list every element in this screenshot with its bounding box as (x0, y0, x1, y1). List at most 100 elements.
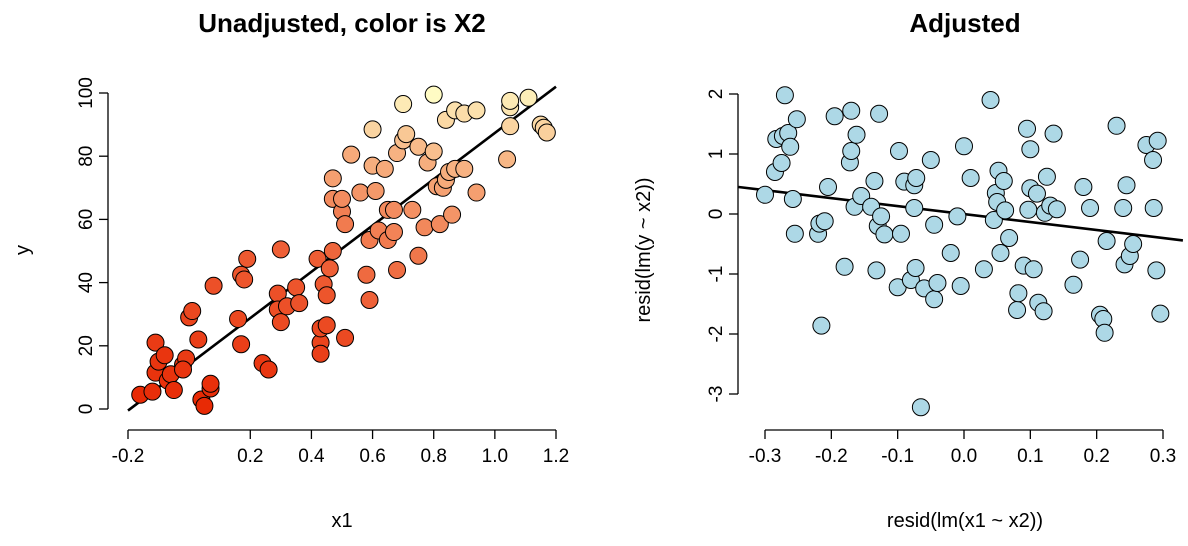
left-data-point (232, 335, 251, 354)
right-data-point (870, 104, 889, 123)
right-data-point (1081, 199, 1100, 217)
left-data-point (366, 181, 385, 200)
right-data-point (1019, 200, 1038, 219)
right-data-point (785, 224, 804, 243)
right-data-point (847, 125, 866, 144)
right-data-point (911, 398, 930, 417)
left-data-point (360, 290, 379, 309)
left-data-point (201, 374, 220, 393)
left-data-point (501, 91, 520, 110)
left-data-point (146, 333, 165, 352)
left-data-point (336, 328, 355, 347)
left-data-point (415, 218, 434, 237)
left-data-point (403, 200, 422, 219)
right-x-axis-label: resid(lm(x1 ~ x2)) (887, 510, 1043, 532)
right-data-point (756, 185, 774, 204)
right-y-tick-label: 2 (706, 89, 727, 100)
right-data-point (1144, 199, 1163, 217)
right-y-tick-label: -3 (706, 386, 727, 403)
right-data-point (1021, 140, 1040, 159)
right-x-tick-label: -0.2 (815, 446, 848, 467)
right-data-point (1008, 301, 1027, 319)
left-data-point (498, 150, 517, 169)
right-data-point (1114, 199, 1133, 217)
right-data-point (948, 207, 967, 226)
right-data-point (835, 257, 854, 276)
right-data-point (928, 274, 947, 292)
left-data-point (375, 159, 394, 178)
left-data-point (342, 145, 361, 164)
left-x-axis-label: x1 (331, 510, 352, 532)
left-y-tick-label: 100 (76, 77, 97, 109)
right-data-point (974, 260, 993, 279)
left-data-point (174, 360, 193, 379)
left-x-tick-label: 0.8 (421, 446, 447, 467)
left-y-tick-label: 80 (76, 146, 97, 167)
left-panel: Unadjusted, color is X2 x1 y -0.2 0.2 0.4 0… (12, 8, 569, 532)
right-data-point (1148, 131, 1167, 150)
right-data-point (825, 107, 844, 126)
right-data-point (787, 110, 806, 129)
left-y-axis-label: y (12, 245, 34, 255)
left-data-point (311, 344, 330, 363)
left-data-point (336, 215, 355, 234)
right-data-point (819, 178, 838, 196)
left-data-point (384, 223, 403, 242)
right-y-tick-label: -2 (706, 326, 727, 343)
right-data-point (1071, 250, 1090, 269)
left-data-point (363, 120, 382, 139)
left-data-point (333, 189, 351, 208)
right-data-point (1151, 304, 1170, 323)
left-fit-line (127, 85, 557, 412)
right-data-point (867, 261, 886, 280)
left-data-point (357, 265, 376, 284)
left-data-point (424, 142, 443, 161)
left-data-point (323, 242, 342, 260)
right-data-point (925, 215, 944, 234)
left-data-point (409, 246, 428, 265)
left-data-point (320, 259, 339, 278)
left-data-point (164, 381, 183, 400)
right-data-point (775, 86, 794, 105)
left-y-tick-label: 0 (76, 404, 97, 415)
left-data-point (430, 215, 449, 234)
right-data-point (941, 244, 960, 262)
right-x-tick-label: 0.2 (1083, 446, 1109, 467)
left-data-point (397, 125, 416, 144)
left-data-point (351, 183, 370, 202)
left-data-point (384, 200, 403, 219)
right-data-point (906, 259, 925, 277)
left-x-tick-label: -0.2 (112, 446, 145, 467)
right-data-point (815, 212, 834, 231)
right-x-tick-label: 0.1 (1017, 446, 1043, 467)
right-y-tick-label: 0 (706, 209, 727, 220)
left-data-point (317, 286, 336, 305)
right-data-point (1095, 323, 1114, 342)
right-data-point (1097, 232, 1116, 250)
left-data-point (424, 85, 443, 104)
right-data-point (865, 172, 884, 190)
left-data-point (467, 183, 486, 202)
right-x-tick-label: 0.3 (1150, 446, 1176, 467)
right-data-point (981, 91, 1000, 109)
right-data-point (842, 101, 861, 120)
right-data-point (1037, 167, 1056, 186)
right-data-point (891, 224, 910, 243)
left-data-point (229, 309, 248, 328)
right-data-point (1024, 260, 1043, 279)
left-data-point (409, 137, 428, 156)
right-x-tick-label: -0.3 (749, 446, 782, 467)
right-x-tick-label: -0.1 (881, 446, 914, 467)
right-data-point (812, 316, 831, 335)
left-data-point (443, 205, 462, 224)
right-chart-title: Adjusted (909, 8, 1020, 38)
left-data-point (537, 123, 556, 142)
right-data-point (889, 142, 908, 160)
right-data-point (1034, 302, 1053, 321)
right-data-point (1107, 116, 1126, 135)
left-chart-title: Unadjusted, color is X2 (198, 8, 486, 38)
left-data-point (259, 360, 278, 379)
left-data-point (308, 249, 327, 268)
